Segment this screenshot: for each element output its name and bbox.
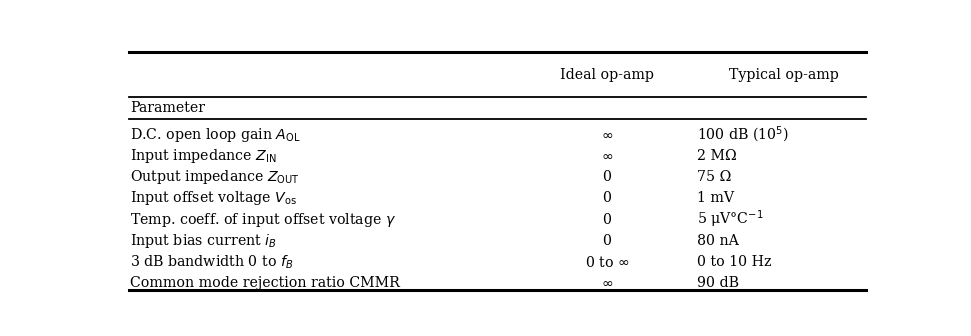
Text: $\infty$: $\infty$	[601, 149, 613, 163]
Text: 0: 0	[602, 213, 612, 226]
Text: 0: 0	[602, 234, 612, 248]
Text: Typical op-amp: Typical op-amp	[728, 68, 839, 82]
Text: 0 to $\infty$: 0 to $\infty$	[585, 255, 629, 269]
Text: Parameter: Parameter	[130, 101, 206, 115]
Text: Ideal op-amp: Ideal op-amp	[559, 68, 653, 82]
Text: Common mode rejection ratio CMMR: Common mode rejection ratio CMMR	[130, 276, 400, 290]
Text: Input impedance $Z_{\mathrm{IN}}$: Input impedance $Z_{\mathrm{IN}}$	[130, 147, 277, 165]
Text: 100 dB (10$^5$): 100 dB (10$^5$)	[697, 125, 789, 145]
Text: $\infty$: $\infty$	[601, 128, 613, 142]
Text: 0 to 10 Hz: 0 to 10 Hz	[697, 255, 772, 269]
Text: Input bias current $i_B$: Input bias current $i_B$	[130, 232, 278, 250]
Text: 1 mV: 1 mV	[697, 192, 734, 205]
Text: 0: 0	[602, 192, 612, 205]
Text: 5 μV°C$^{-1}$: 5 μV°C$^{-1}$	[697, 209, 763, 230]
Text: Temp. coeff. of input offset voltage $\gamma$: Temp. coeff. of input offset voltage $\g…	[130, 211, 396, 228]
Text: D.C. open loop gain $A_{\mathrm{OL}}$: D.C. open loop gain $A_{\mathrm{OL}}$	[130, 126, 301, 144]
Text: $\infty$: $\infty$	[601, 276, 613, 290]
Text: 80 nA: 80 nA	[697, 234, 739, 248]
Text: 3 dB bandwidth 0 to $f_B$: 3 dB bandwidth 0 to $f_B$	[130, 253, 293, 271]
Text: Input offset voltage $V_{\mathrm{os}}$: Input offset voltage $V_{\mathrm{os}}$	[130, 190, 297, 207]
Text: 2 MΩ: 2 MΩ	[697, 149, 737, 163]
Text: 0: 0	[602, 170, 612, 184]
Text: 75 Ω: 75 Ω	[697, 170, 731, 184]
Text: 90 dB: 90 dB	[697, 276, 739, 290]
Text: Output impedance $Z_{\mathrm{OUT}}$: Output impedance $Z_{\mathrm{OUT}}$	[130, 168, 300, 186]
